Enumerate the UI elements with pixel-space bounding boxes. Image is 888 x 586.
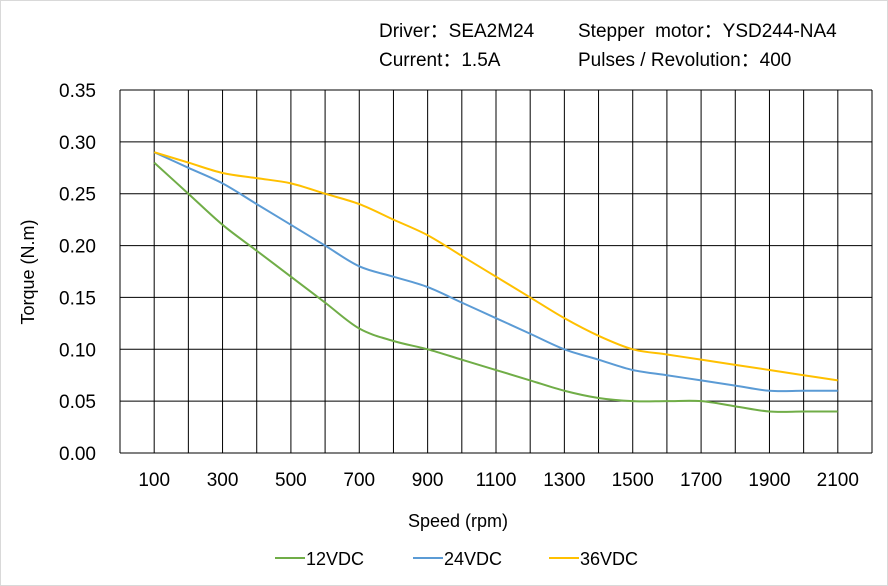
- x-tick-label: 100: [138, 470, 170, 491]
- y-axis-label: Torque (N.m): [18, 219, 38, 324]
- series-line-24vdc: [153, 151, 838, 393]
- y-tick-label: 0.10: [59, 340, 96, 361]
- x-tick-label: 2100: [817, 470, 859, 491]
- y-tick-label: 0.20: [59, 237, 96, 258]
- y-tick-label: 0.30: [59, 133, 96, 154]
- x-tick-label: 900: [412, 470, 444, 491]
- x-tick-label: 1100: [476, 470, 517, 491]
- current-label: Current：1.5A: [379, 50, 501, 71]
- driver-label: Driver：SEA2M24: [379, 21, 535, 42]
- legend-label-36vdc: 36VDC: [580, 549, 638, 569]
- series-line-36vdc: [153, 151, 838, 382]
- y-tick-label: 0.00: [59, 444, 96, 465]
- x-axis-label: Speed (rpm): [408, 511, 508, 531]
- legend-label-12vdc: 12VDC: [306, 549, 364, 569]
- series-line-12vdc: [153, 161, 838, 413]
- y-tick-label: 0.25: [59, 185, 96, 206]
- y-tick-label: 0.35: [59, 81, 96, 102]
- y-tick-label: 0.15: [59, 288, 96, 309]
- y-tick-label: 0.05: [59, 392, 96, 413]
- motor-label: Stepper motor：YSD244-NA4: [578, 21, 837, 42]
- x-tick-label: 700: [343, 470, 375, 491]
- x-tick-label: 1900: [748, 470, 790, 491]
- x-tick-label: 500: [275, 470, 307, 491]
- x-tick-label: 1300: [543, 470, 585, 491]
- pulses-label: Pulses / Revolution：400: [578, 50, 792, 71]
- x-tick-label: 1500: [612, 470, 654, 491]
- x-tick-label: 300: [207, 470, 239, 491]
- x-tick-label: 1700: [680, 470, 722, 491]
- legend-label-24vdc: 24VDC: [444, 549, 502, 569]
